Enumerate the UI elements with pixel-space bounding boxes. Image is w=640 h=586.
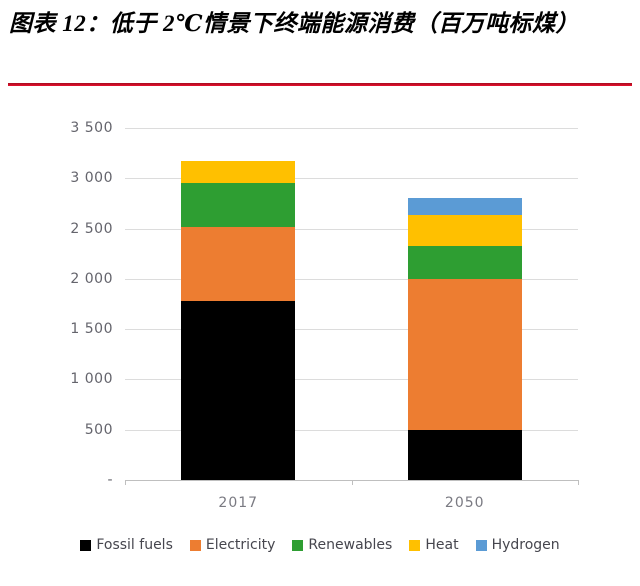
legend-item-hydrogen: Hydrogen (475, 537, 560, 553)
x-tick-label-2017: 2017 (218, 495, 259, 511)
bar-cell (125, 128, 352, 480)
legend-item-heat: Heat (409, 537, 459, 553)
bar-segment-hydrogen (407, 198, 522, 215)
bar-segment-renewables (407, 245, 522, 279)
legend-label-hydrogen: Hydrogen (491, 537, 560, 553)
plot-area (125, 128, 579, 485)
legend-label-heat: Heat (425, 537, 459, 553)
axis-tick (578, 480, 579, 485)
gridline (125, 429, 578, 431)
x-axis: 2017 2050 (125, 495, 578, 511)
axis-tick (125, 480, 126, 485)
bar-segment-fossil-fuels (181, 300, 296, 480)
y-tick-label: 1 000 (70, 371, 113, 388)
y-tick-label: 2 000 (70, 270, 113, 287)
stacked-bar-2050 (407, 128, 522, 480)
legend-item-fossil-fuels: Fossil fuels (80, 537, 173, 553)
bars-row (125, 128, 578, 480)
legend-label-fossil-fuels: Fossil fuels (96, 537, 173, 553)
y-tick-label: 3 500 (70, 120, 113, 136)
legend-swatch-heat (409, 539, 421, 551)
y-tick-label: 500 (84, 421, 113, 438)
y-axis: - 500 1 000 1 500 2 000 2 500 3 000 3 500 (0, 120, 113, 488)
legend-label-renewables: Renewables (308, 537, 393, 553)
gridline (125, 329, 578, 331)
bar-cell (352, 128, 579, 480)
legend-swatch-hydrogen (475, 539, 487, 551)
bar-segment-heat (407, 214, 522, 246)
bar-segment-heat (181, 161, 296, 184)
bar-segment-renewables (181, 183, 296, 227)
legend-swatch-fossil-fuels (80, 539, 92, 551)
gridline (125, 128, 578, 129)
y-tick-label: 1 500 (70, 321, 113, 338)
legend: Fossil fuels Electricity Renewables Heat Hyd… (0, 537, 640, 553)
x-tick-label-2050: 2050 (444, 495, 485, 511)
bar-segment-electricity (181, 226, 296, 301)
gridline (125, 278, 578, 280)
bar-segment-electricity (407, 278, 522, 430)
y-tick-label: 2 500 (70, 220, 113, 237)
legend-label-electricity: Electricity (205, 537, 276, 553)
bar-segment-fossil-fuels (407, 429, 522, 480)
gridline (125, 228, 578, 230)
legend-item-renewables: Renewables (292, 537, 392, 553)
gridline (125, 379, 578, 381)
y-tick-label: - (107, 472, 113, 488)
legend-swatch-renewables (292, 539, 304, 551)
legend-swatch-electricity (189, 539, 201, 551)
axis-tick (351, 480, 353, 485)
stacked-bar-2017 (181, 128, 296, 480)
y-tick-label: 3 000 (70, 170, 113, 187)
figure-title: 图表 12：低于 2℃情景下终端能源消费（百万吨标煤） (9, 11, 580, 36)
legend-item-electricity: Electricity (189, 537, 276, 553)
title-divider-rule (8, 83, 632, 86)
gridline (125, 178, 578, 180)
